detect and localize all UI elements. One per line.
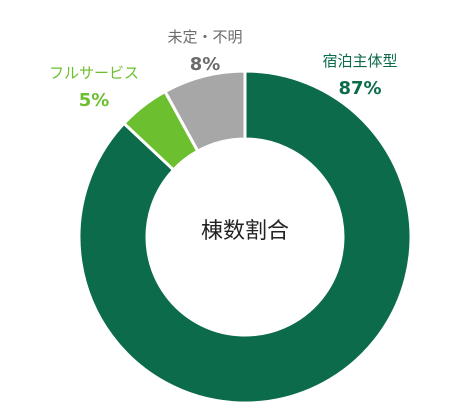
labels-layer: 宿泊主体型 87% フルサービス 5% 未定・不明 8% <box>49 28 398 111</box>
slice-value-label-0: 87% <box>338 78 381 99</box>
slice-name-label-1: フルサービス <box>49 64 139 82</box>
slice-value-label-2: 8% <box>190 54 221 75</box>
center-label: 棟数割合 <box>201 219 289 244</box>
slice-name-label-0: 宿泊主体型 <box>322 52 397 70</box>
slice-value-label-1: 5% <box>79 90 110 111</box>
slice-2 <box>162 69 247 154</box>
slice-name-label-2: 未定・不明 <box>167 28 242 46</box>
slices-layer <box>77 69 413 405</box>
slice-0 <box>77 69 413 405</box>
